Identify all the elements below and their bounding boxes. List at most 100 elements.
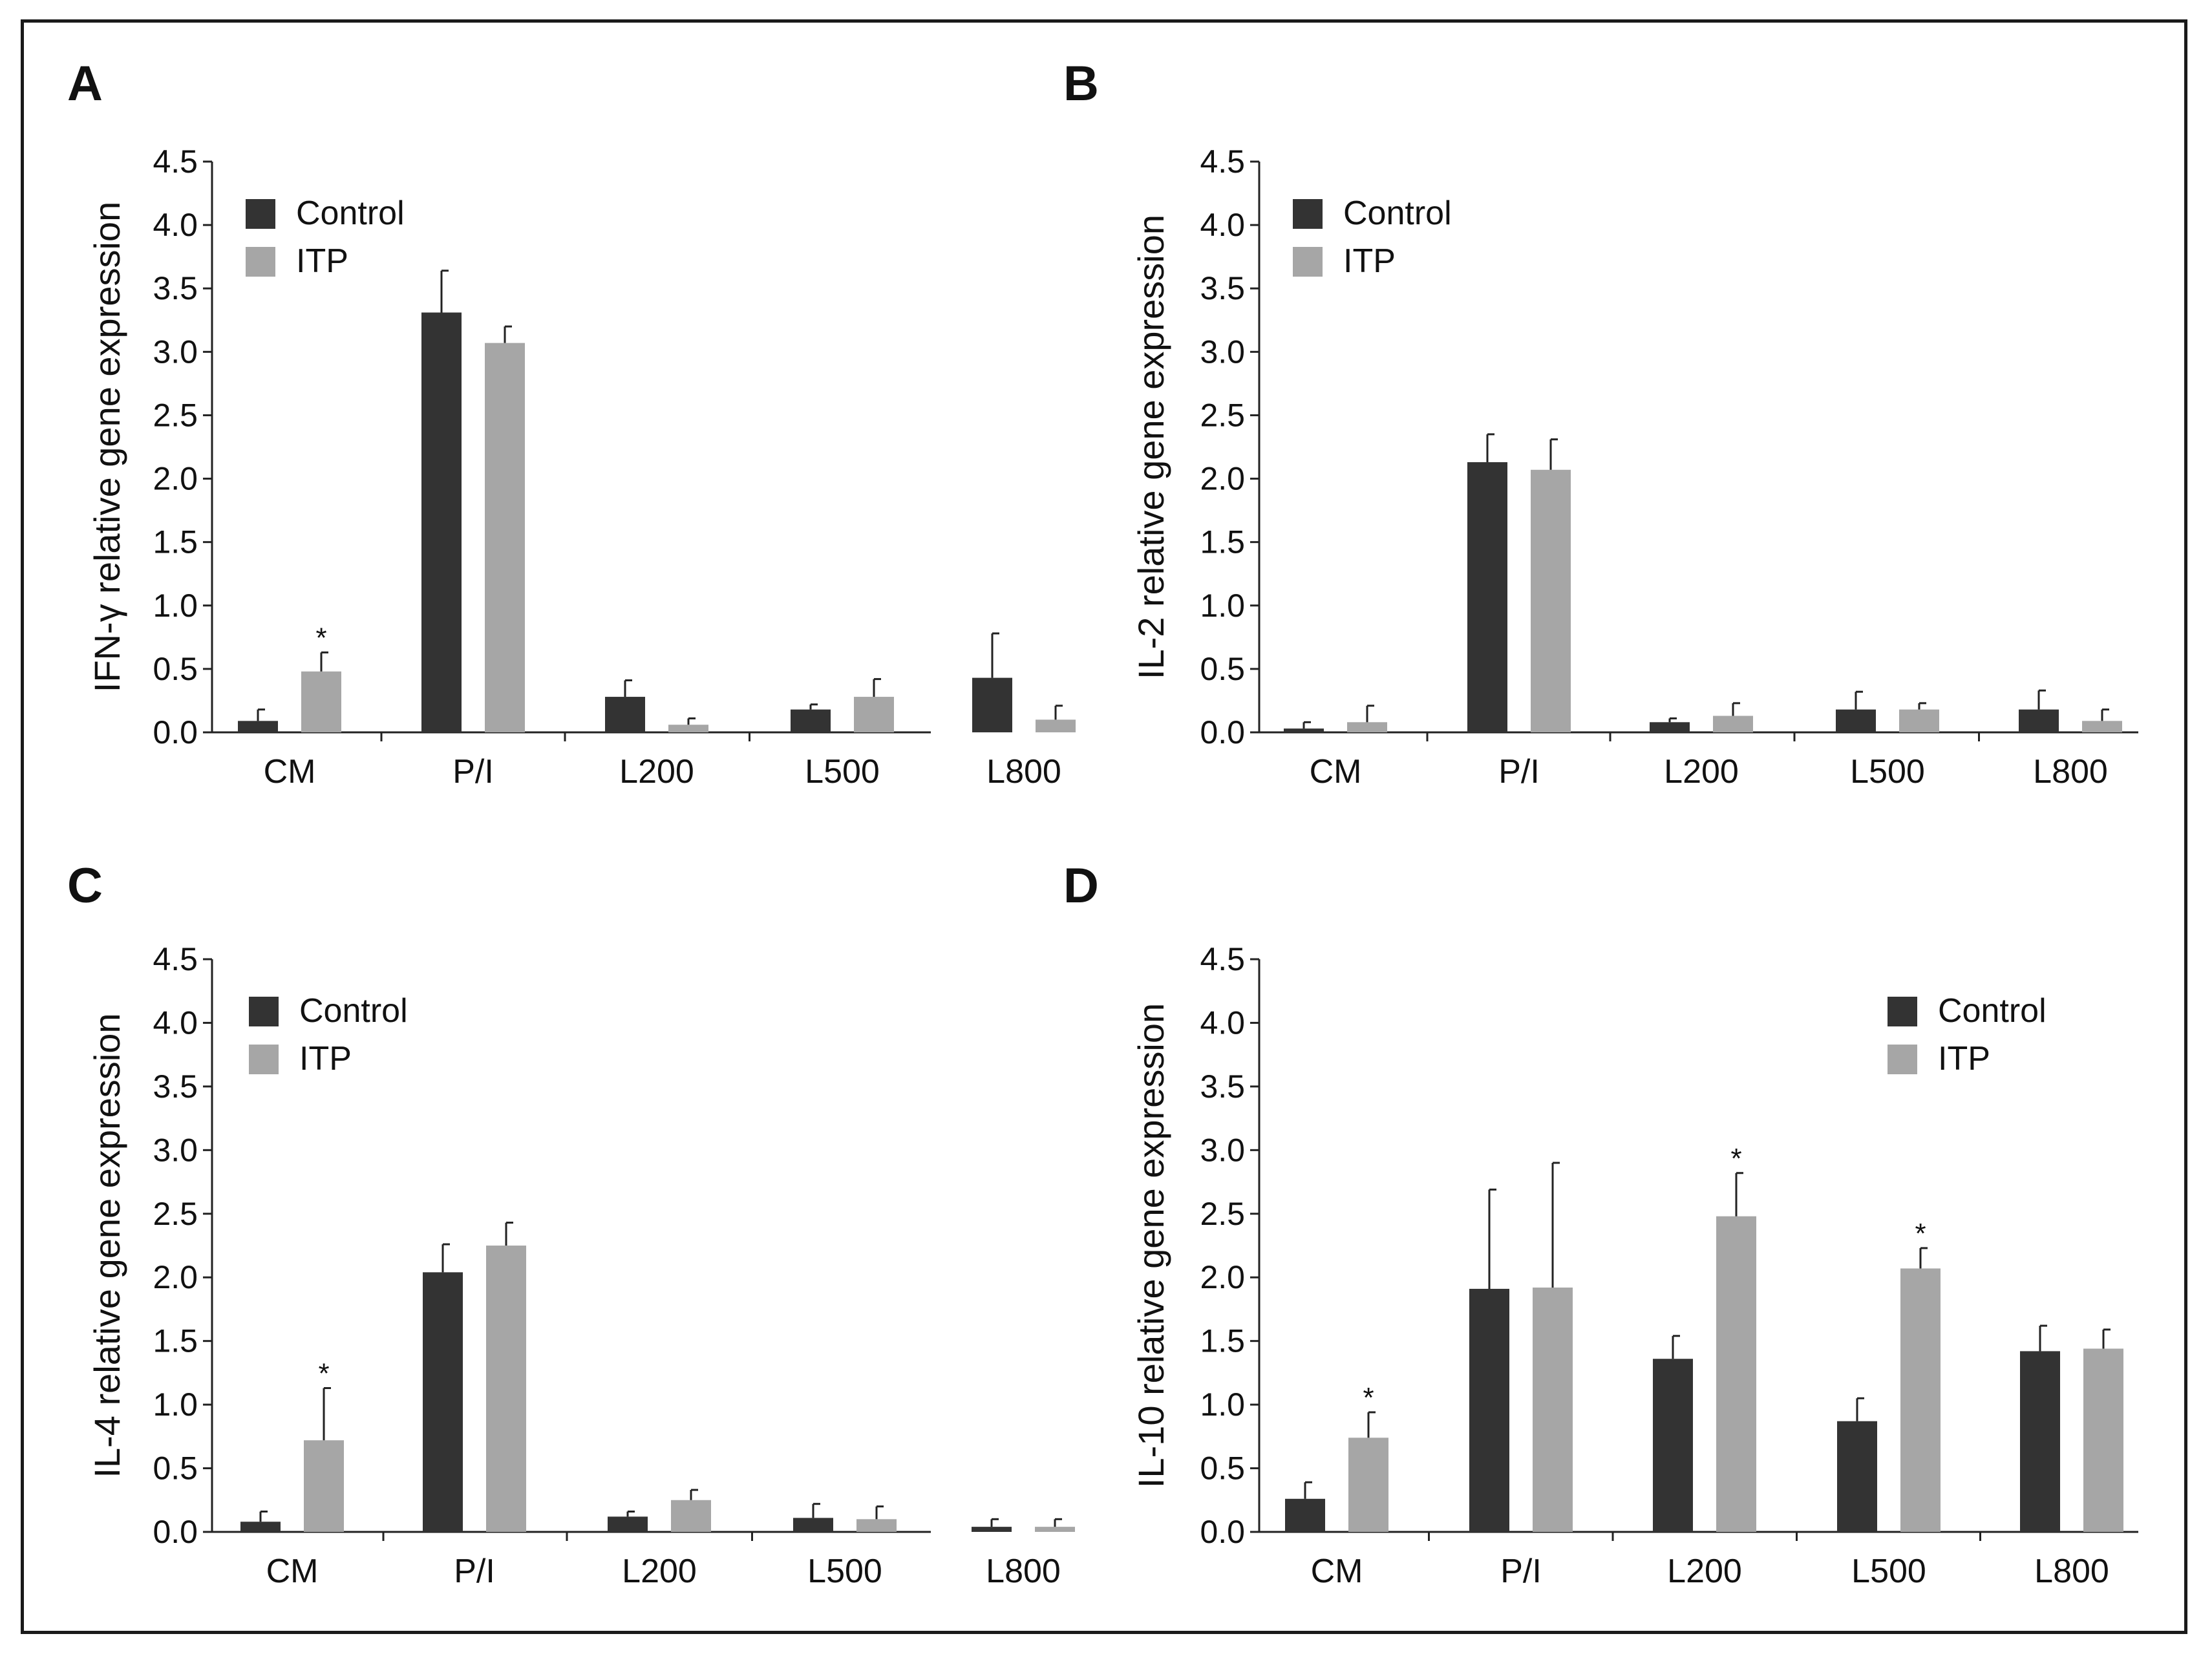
- panel-letter: D: [1063, 858, 1099, 913]
- x-tick-label: L200: [622, 1553, 697, 1590]
- bar-control-l200: [1653, 1359, 1693, 1532]
- y-axis-title: IFN-γ relative gene expression: [87, 202, 127, 692]
- x-tick-label: L500: [805, 753, 880, 791]
- bar-itp-cm: [304, 1440, 344, 1532]
- y-tick-label: 0.5: [1200, 1450, 1245, 1487]
- y-tick-label: 1.0: [1200, 1386, 1245, 1423]
- chart-panel-c: C 0.0 0.5 1.0 1.5 2.0 2.5 3.0 3.5 4.0 4.5 CM P/I L200…: [67, 858, 1075, 1590]
- y-axis-title: IL-10 relative gene expression: [1131, 1003, 1171, 1488]
- y-tick-label: 2.0: [153, 461, 198, 497]
- y-tick-label: 0.0: [153, 1514, 198, 1550]
- y-tick-label: 4.0: [1200, 1004, 1245, 1041]
- x-tick-label: L200: [619, 753, 694, 791]
- x-tick-label: L800: [986, 753, 1061, 791]
- x-tick-label: P/I: [454, 1553, 495, 1590]
- x-tick-label: P/I: [1498, 753, 1540, 791]
- y-tick-label: 2.0: [1200, 461, 1245, 497]
- legend-swatch-control: [1888, 997, 1917, 1026]
- x-tick-label: P/I: [452, 753, 494, 791]
- bar-control-l200: [605, 697, 645, 732]
- legend: Control ITP: [249, 992, 408, 1077]
- bar-control-l800: [2020, 1351, 2060, 1532]
- y-tick-label: 2.5: [1200, 397, 1245, 433]
- x-tick-label: CM: [1310, 753, 1362, 791]
- y-tick-label: 3.0: [153, 1132, 198, 1168]
- bar-control-cm: [1284, 728, 1324, 732]
- y-tick-label: 1.0: [153, 1386, 198, 1423]
- y-tick-label: 1.5: [153, 1323, 198, 1359]
- x-tick-label: CM: [264, 753, 316, 791]
- bar-control-l500: [1836, 709, 1876, 732]
- x-tick-label: L500: [1851, 1553, 1926, 1590]
- legend-label-control: Control: [299, 992, 408, 1030]
- bar-control-l800: [972, 677, 1012, 732]
- legend-swatch-itp: [1888, 1045, 1917, 1074]
- legend-swatch-itp: [1293, 247, 1323, 277]
- legend-label-itp: ITP: [1938, 1040, 1990, 1077]
- y-tick-label: 3.5: [1200, 1068, 1245, 1105]
- bar-control-l800: [972, 1527, 1012, 1532]
- significance-marker: *: [318, 1358, 329, 1390]
- y-tick-label: 4.5: [153, 143, 198, 180]
- y-tick-label: 2.0: [153, 1259, 198, 1295]
- y-tick-label: 4.0: [1200, 207, 1245, 243]
- bar-control-cm: [1285, 1498, 1325, 1532]
- legend-swatch-control: [249, 997, 279, 1026]
- y-tick-label: 4.0: [153, 207, 198, 243]
- legend-label-itp: ITP: [299, 1040, 352, 1077]
- y-tick-label: 2.0: [1200, 1259, 1245, 1295]
- bar-itp-pi: [486, 1246, 526, 1532]
- x-tick-label: L800: [2034, 1553, 2109, 1590]
- y-tick-label: 1.0: [153, 588, 198, 624]
- y-tick-label: 2.5: [153, 397, 198, 433]
- bar-itp-l500: [856, 1519, 897, 1532]
- y-tick-label: 1.0: [1200, 588, 1245, 624]
- figure-frame: [21, 19, 2187, 1634]
- bar-itp-l500: [1899, 709, 1939, 732]
- legend-swatch-itp: [246, 247, 275, 277]
- x-tick-label: CM: [1311, 1553, 1363, 1590]
- legend-swatch-control: [246, 199, 275, 229]
- bar-control-pi: [423, 1272, 463, 1532]
- bar-control-l500: [793, 1518, 833, 1532]
- y-tick-label: 0.0: [1200, 1514, 1245, 1550]
- y-tick-label: 3.0: [153, 334, 198, 370]
- chart-panel-b: B 0.0 0.5 1.0 1.5 2.0 2.5 3.0 3.5 4.0 4.5 CM P/I L200…: [1063, 56, 2138, 791]
- legend-label-control: Control: [296, 195, 405, 232]
- y-tick-label: 4.5: [1200, 941, 1245, 977]
- legend: Control ITP: [1293, 195, 1452, 280]
- bar-control-l800: [2019, 709, 2059, 732]
- y-tick-label: 0.5: [153, 651, 198, 687]
- significance-marker: *: [1915, 1218, 1926, 1249]
- x-tick-label: P/I: [1500, 1553, 1542, 1590]
- chart-panel-a: A 0.0 0.5 1.0 1.5 2.0 2.5 3.0 3.5 4.0 4.5 CM P/I L200…: [67, 56, 1076, 791]
- bar-itp-l800: [2083, 1348, 2123, 1532]
- x-tick-label: L800: [986, 1553, 1061, 1590]
- bar-itp-l200: [668, 725, 708, 732]
- legend-label-itp: ITP: [296, 242, 348, 280]
- bar-itp-l800: [1036, 719, 1076, 732]
- chart-panel-d: D 0.0 0.5 1.0 1.5 2.0 2.5 3.0 3.5 4.0 4.5 CM P/I L200…: [1063, 858, 2138, 1590]
- significance-marker: *: [1363, 1382, 1374, 1414]
- bar-itp-l200: [1716, 1216, 1756, 1532]
- bar-control-l500: [791, 709, 831, 732]
- y-tick-label: 0.5: [1200, 651, 1245, 687]
- x-tick-label: L500: [1850, 753, 1925, 791]
- y-tick-label: 2.5: [1200, 1196, 1245, 1232]
- legend-label-control: Control: [1938, 992, 2047, 1030]
- x-tick-label: L500: [807, 1553, 882, 1590]
- bar-itp-l500: [854, 697, 894, 732]
- bar-control-cm: [240, 1522, 281, 1532]
- legend-swatch-control: [1293, 199, 1323, 229]
- bar-control-cm: [238, 721, 278, 732]
- bar-control-l200: [608, 1516, 648, 1532]
- bar-itp-cm: [1348, 1438, 1388, 1532]
- legend-label-itp: ITP: [1343, 242, 1396, 280]
- bar-control-l200: [1650, 722, 1690, 732]
- y-tick-label: 4.5: [153, 941, 198, 977]
- significance-marker: *: [1730, 1143, 1741, 1174]
- y-tick-label: 3.5: [153, 1068, 198, 1105]
- bar-control-l500: [1837, 1421, 1877, 1532]
- bar-itp-pi: [1531, 469, 1571, 732]
